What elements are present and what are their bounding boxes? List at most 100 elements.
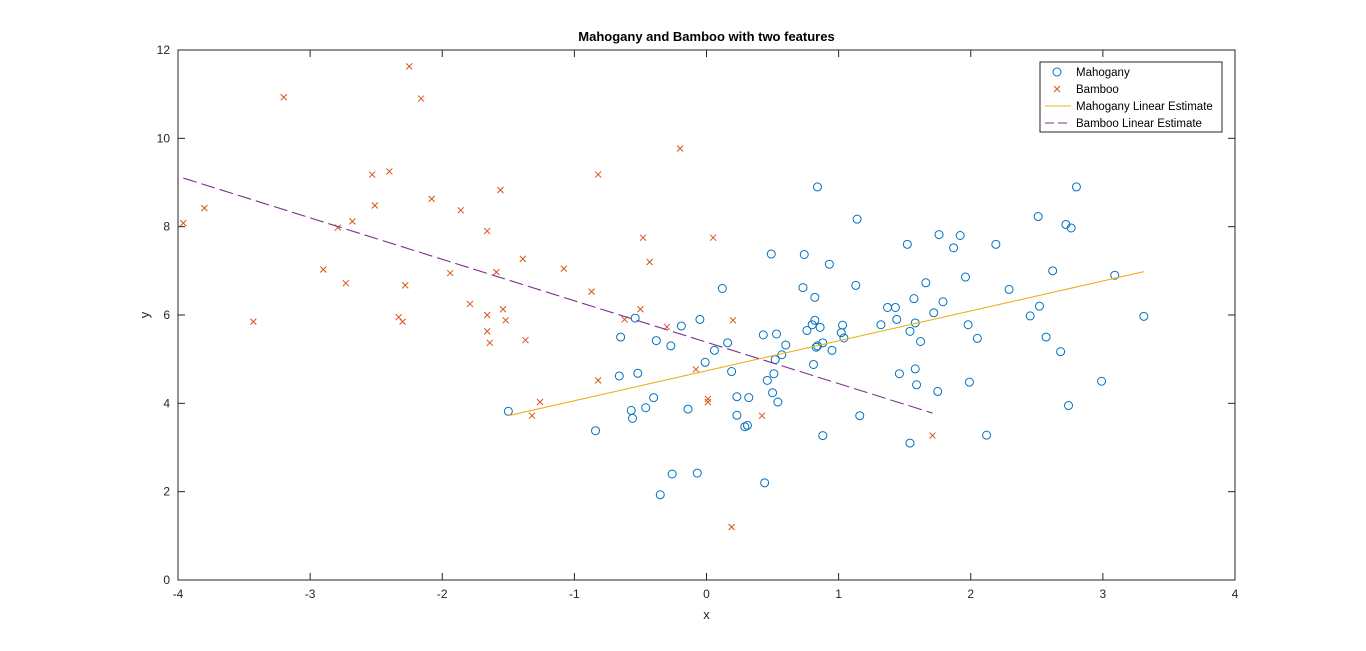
- x-tick-label: -1: [569, 587, 580, 601]
- series-mahogany: [503, 182, 1149, 500]
- series-bamboo-linear-estimate: [183, 177, 933, 414]
- data-point: [655, 490, 665, 500]
- data-point: [798, 283, 808, 293]
- data-point: [810, 292, 820, 302]
- data-point: [855, 411, 865, 421]
- data-point: [536, 398, 544, 406]
- data-point: [1056, 347, 1066, 357]
- axes-background: [178, 50, 1235, 580]
- data-point: [1041, 332, 1051, 342]
- y-tick-label: 12: [157, 43, 171, 57]
- data-point: [972, 333, 982, 343]
- data-point: [709, 345, 719, 355]
- data-point: [497, 186, 504, 194]
- data-point: [773, 397, 783, 407]
- data-point: [912, 380, 922, 390]
- data-point: [666, 341, 676, 351]
- data-point: [594, 377, 602, 384]
- data-point: [704, 395, 712, 403]
- data-point: [960, 272, 970, 282]
- data-point: [591, 426, 601, 436]
- data-point: [486, 339, 494, 347]
- data-point: [929, 432, 936, 439]
- data-point: [818, 338, 828, 348]
- data-point: [1033, 212, 1043, 222]
- legend-label: Mahogany: [1076, 67, 1130, 79]
- data-point: [667, 469, 677, 479]
- data-point: [723, 338, 733, 348]
- x-tick-label: -3: [305, 587, 316, 601]
- data-point: [700, 357, 710, 367]
- data-point: [1139, 311, 1149, 321]
- data-point: [502, 316, 510, 324]
- data-point: [921, 278, 931, 288]
- legend-marker: [1053, 85, 1061, 93]
- y-axis-label: y: [137, 311, 152, 318]
- data-point: [594, 171, 602, 178]
- data-point: [762, 375, 772, 385]
- y-tick-label: 8: [163, 220, 170, 234]
- data-point: [809, 359, 819, 369]
- data-point: [815, 322, 825, 332]
- data-point: [902, 239, 912, 249]
- data-point: [651, 336, 661, 346]
- data-point: [768, 388, 778, 398]
- data-point: [1066, 223, 1076, 233]
- data-point: [483, 327, 491, 335]
- x-tick-label: -4: [173, 587, 184, 601]
- data-point: [639, 234, 647, 242]
- x-tick-label: 0: [703, 587, 710, 601]
- data-point: [916, 337, 926, 346]
- data-point: [386, 168, 393, 175]
- data-point: [446, 269, 454, 277]
- data-point: [839, 333, 849, 343]
- data-point: [949, 243, 959, 253]
- data-point: [342, 279, 350, 287]
- legend-box: [1039, 61, 1223, 133]
- x-tick-label: 3: [1100, 587, 1107, 601]
- legend-label: Mahogany Linear Estimate: [1076, 101, 1213, 113]
- data-point: [483, 311, 491, 319]
- data-point: [280, 93, 288, 101]
- series-mahogany-linear-estimate: [508, 271, 1144, 417]
- data-point: [249, 318, 257, 325]
- data-point: [934, 230, 944, 240]
- y-tick-label: 10: [157, 131, 171, 145]
- legend-label: Bamboo: [1076, 84, 1119, 96]
- data-point: [1064, 401, 1074, 411]
- data-point: [838, 320, 848, 330]
- data-point: [1034, 301, 1044, 311]
- series-layer: [179, 62, 1149, 531]
- data-point: [909, 294, 919, 304]
- data-point: [349, 218, 356, 225]
- data-point: [179, 219, 187, 227]
- data-point: [368, 171, 376, 178]
- data-point: [758, 412, 766, 420]
- data-point: [371, 202, 379, 209]
- data-point: [483, 227, 491, 235]
- data-point: [692, 365, 700, 373]
- data-point: [646, 258, 654, 266]
- data-point: [319, 266, 327, 273]
- data-point: [905, 326, 915, 336]
- data-point: [892, 314, 902, 324]
- data-point: [683, 404, 693, 414]
- data-point: [1071, 182, 1081, 192]
- data-point: [616, 332, 626, 342]
- legend: Mahogany Bamboo Mahogany Linear Estimate Ba…: [1039, 61, 1223, 133]
- y-tick-label: 4: [163, 396, 170, 410]
- y-tick-label: 6: [163, 308, 170, 322]
- data-point: [781, 340, 791, 350]
- data-point: [692, 468, 702, 478]
- data-point: [933, 386, 943, 396]
- x-tick-label: 2: [967, 587, 974, 601]
- data-point: [637, 305, 644, 313]
- data-point: [676, 145, 684, 152]
- plot-area: [178, 50, 1235, 580]
- data-point: [728, 523, 735, 531]
- data-point: [588, 288, 595, 295]
- y-tick-label: 2: [163, 485, 170, 499]
- data-point: [493, 268, 500, 276]
